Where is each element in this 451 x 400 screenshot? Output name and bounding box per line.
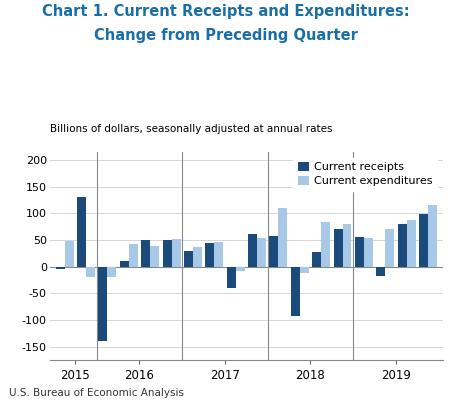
Bar (299, 267, 308, 273)
Bar (98, 267, 107, 341)
Text: Chart 1. Current Receipts and Expenditures:: Chart 1. Current Receipts and Expenditur… (42, 4, 409, 19)
Bar (150, 246, 159, 267)
Bar (107, 267, 116, 277)
Bar (290, 267, 299, 316)
Legend: Current receipts, Current expenditures: Current receipts, Current expenditures (293, 158, 437, 191)
Bar (141, 240, 150, 267)
Bar (86, 267, 95, 277)
Bar (257, 238, 265, 267)
Bar (384, 229, 393, 267)
Bar (397, 224, 406, 267)
Bar (235, 267, 244, 271)
Bar (120, 261, 129, 267)
Bar (363, 238, 372, 267)
Bar (226, 267, 235, 288)
Bar (418, 214, 427, 267)
Text: Billions of dollars, seasonally adjusted at annual rates: Billions of dollars, seasonally adjusted… (50, 124, 331, 134)
Bar (171, 239, 180, 267)
Text: Change from Preceding Quarter: Change from Preceding Quarter (94, 28, 357, 43)
Bar (375, 267, 384, 276)
Bar (269, 236, 278, 267)
Bar (312, 252, 320, 267)
Bar (129, 244, 138, 267)
Bar (77, 197, 86, 267)
Bar (64, 241, 74, 267)
Text: U.S. Bureau of Economic Analysis: U.S. Bureau of Economic Analysis (9, 388, 184, 398)
Bar (320, 222, 329, 267)
Bar (354, 237, 363, 267)
Bar (162, 240, 171, 267)
Bar (184, 251, 193, 267)
Bar (406, 220, 414, 267)
Bar (248, 234, 257, 267)
Bar (333, 229, 342, 267)
Bar (342, 224, 351, 267)
Bar (278, 208, 287, 267)
Bar (55, 267, 64, 269)
Bar (205, 243, 214, 267)
Bar (427, 205, 436, 267)
Bar (214, 242, 223, 267)
Bar (193, 247, 202, 267)
